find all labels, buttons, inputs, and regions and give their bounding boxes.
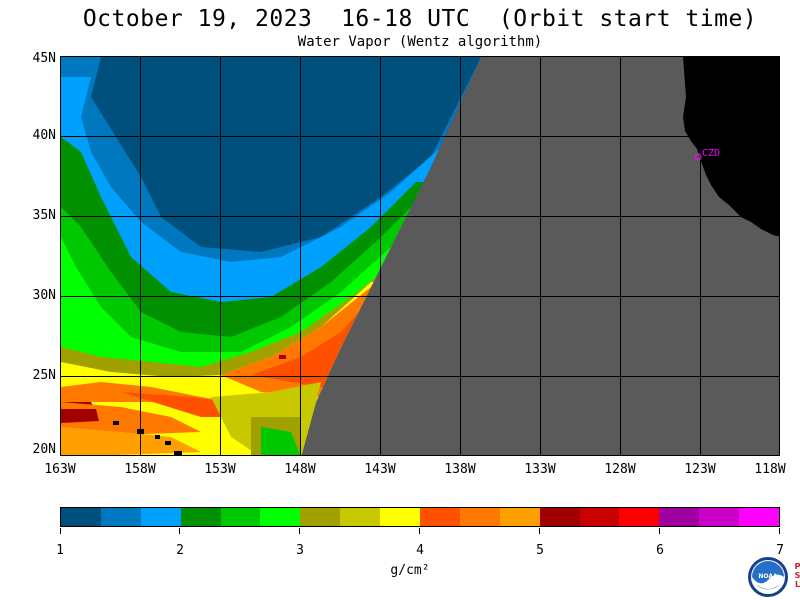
colorbar-label-4: 4 — [416, 543, 424, 558]
map-grid — [61, 57, 779, 455]
colorbar-segment — [380, 508, 421, 526]
colorbar-label-1: 1 — [56, 543, 64, 558]
colorbar-segment — [140, 508, 181, 526]
color-scale-bar — [60, 507, 780, 527]
colorbar-segment — [619, 508, 660, 526]
north-america-land — [683, 57, 779, 237]
colorbar-tick — [299, 528, 300, 534]
lon-label-158w: 158W — [124, 462, 156, 477]
lon-label-138w: 138W — [444, 462, 476, 477]
colorbar-segment — [220, 508, 261, 526]
colorbar-segment — [459, 508, 500, 526]
lon-label-163w: 163W — [44, 462, 76, 477]
colorbar-tick — [779, 528, 780, 534]
colorbar-segment — [100, 508, 141, 526]
colorbar-tick — [659, 528, 660, 534]
colorbar-segment — [699, 508, 740, 526]
lat-label-20n: 20N — [32, 442, 56, 457]
colorbar-segment — [61, 508, 101, 526]
colorbar-label-5: 5 — [536, 543, 544, 558]
map-subtitle: Water Vapor (Wentz algorithm) — [297, 34, 543, 50]
lat-label-45n: 45N — [32, 51, 56, 66]
lat-label-35n: 35N — [32, 208, 56, 223]
map-title: October 19, 2023 16-18 UTC (Orbit start … — [82, 6, 758, 32]
lon-label-118w: 118W — [754, 462, 786, 477]
map-image: CZD — [61, 57, 779, 455]
colorbar-segment — [260, 508, 301, 526]
colorbar-tick — [539, 528, 540, 534]
colorbar-tick — [419, 528, 420, 534]
psl-label: PSL — [792, 562, 800, 592]
lon-label-153w: 153W — [204, 462, 236, 477]
colorbar-label-7: 7 — [776, 543, 784, 558]
colorbar-label-2: 2 — [176, 543, 184, 558]
lat-label-30n: 30N — [32, 288, 56, 303]
colorbar-tick — [60, 528, 61, 534]
psl-text: PSL — [793, 562, 800, 589]
station-marker — [694, 153, 702, 161]
colorbar-segment — [180, 508, 221, 526]
colorbar-segment — [539, 508, 580, 526]
colorbar-label-6: 6 — [656, 543, 664, 558]
colorbar-units: g/cm² — [390, 563, 430, 578]
lon-label-133w: 133W — [524, 462, 556, 477]
colorbar-segment — [300, 508, 341, 526]
colorbar-segment — [499, 508, 540, 526]
colorbar-segment — [420, 508, 460, 526]
colorbar-segment — [340, 508, 381, 526]
colorbar-tick — [179, 528, 180, 534]
logo-text: NOAA — [758, 573, 778, 580]
lat-label-40n: 40N — [32, 128, 56, 143]
lat-label-25n: 25N — [32, 368, 56, 383]
water-vapor-map: CZD — [60, 56, 780, 456]
colorbar-label-3: 3 — [296, 543, 304, 558]
lon-label-128w: 128W — [604, 462, 636, 477]
lon-label-148w: 148W — [284, 462, 316, 477]
station-label: CZD — [702, 148, 720, 159]
colorbar-segment — [739, 508, 780, 526]
lon-label-123w: 123W — [684, 462, 716, 477]
colorbar-segment — [579, 508, 620, 526]
noaa-logo[interactable]: NOAA — [747, 556, 789, 598]
water-vapor-swath — [61, 57, 481, 455]
lon-label-143w: 143W — [364, 462, 396, 477]
colorbar-segment — [659, 508, 700, 526]
